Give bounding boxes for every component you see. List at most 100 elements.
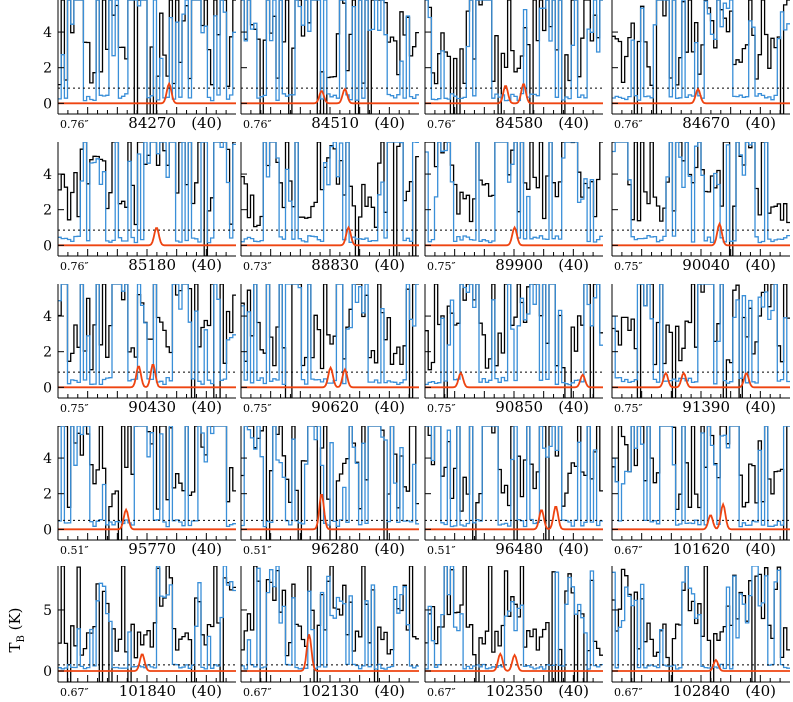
y-tick-label: 0: [43, 238, 52, 254]
frequency-label: 102130: [302, 682, 359, 700]
frequency-label: 90620: [311, 398, 359, 416]
model-all-species: [58, 284, 236, 386]
model-all-species: [425, 426, 603, 528]
frequency-label: 102350: [486, 682, 543, 700]
spectrum-panel: 0.75″ 90850 (40): [424, 284, 603, 416]
spectrum-panel: 0.76″ 84670 (40): [611, 0, 790, 132]
spectrum-panel: 0 2 4 0.51″ 95770 (40): [43, 426, 236, 558]
model-all-species: [241, 566, 419, 670]
model-species-spectrum: [612, 501, 790, 531]
frequency-label: 90040: [682, 256, 730, 274]
beam-size-label: 0.76″: [614, 118, 643, 131]
plot-area: [241, 284, 419, 398]
model-species-spectrum: [425, 371, 603, 389]
frequency-label: 102840: [673, 682, 730, 700]
model-all-species: [241, 142, 419, 243]
velocity-width-label: (40): [558, 398, 589, 416]
y-tick-label: 0: [43, 522, 52, 538]
beam-size-label: 0.75″: [243, 402, 272, 415]
spectrum-panel: 0.75″ 91390 (40): [611, 284, 790, 416]
beam-size-label: 0.67″: [614, 544, 643, 557]
beam-size-label: 0.75″: [427, 260, 456, 273]
spectrum-panel: 0.51″ 96280 (40): [240, 426, 419, 558]
y-tick-label: 2: [43, 487, 52, 503]
beam-size-label: 0.51″: [60, 544, 89, 557]
model-species-spectrum: [58, 81, 236, 105]
observed-spectrum: [58, 566, 236, 682]
plot-area: [612, 284, 790, 398]
model-species-spectrum: [58, 227, 236, 247]
spectrum-panel: 0.67″ 102130 (40): [240, 566, 419, 700]
velocity-width-label: (40): [745, 398, 776, 416]
velocity-width-label: (40): [558, 540, 589, 558]
model-all-species: [612, 142, 790, 244]
frequency-label: 84510: [311, 114, 359, 132]
spectrum-panel: 0 5 0.67″ 101840 (40): [43, 566, 236, 700]
velocity-width-label: (40): [374, 682, 405, 700]
model-species-spectrum: [241, 634, 419, 672]
velocity-width-label: (40): [191, 398, 222, 416]
plot-area: [241, 0, 419, 114]
y-axis-label: TB (K): [6, 607, 27, 652]
model-all-species: [58, 0, 236, 102]
y-tick-label: 4: [43, 25, 52, 41]
y-tick-label: 0: [43, 96, 52, 112]
spectrum-panel: 0.67″ 101620 (40): [611, 426, 790, 558]
spectrum-panel: 0 2 4 0.75″ 90430 (40): [43, 284, 236, 416]
velocity-width-label: (40): [745, 256, 776, 274]
model-all-species: [612, 566, 790, 670]
beam-size-label: 0.75″: [614, 260, 643, 273]
beam-size-label: 0.67″: [614, 686, 643, 699]
model-all-species: [425, 566, 603, 670]
spectrum-panel: 0.75″ 90620 (40): [240, 284, 419, 416]
observed-spectrum: [612, 0, 790, 114]
spectrum-panel: 0.51″ 96480 (40): [424, 426, 603, 558]
frequency-label: 84670: [682, 114, 730, 132]
velocity-width-label: (40): [745, 540, 776, 558]
model-all-species: [241, 426, 419, 528]
observed-spectrum: [241, 566, 419, 682]
model-species-spectrum: [58, 653, 236, 672]
y-tick-label: 5: [43, 603, 52, 619]
frequency-label: 90430: [128, 398, 176, 416]
spectrum-panel: 0.75″ 90040 (40): [611, 142, 790, 274]
frequency-label: 89900: [495, 256, 543, 274]
plot-area: [612, 0, 790, 114]
y-tick-label: 2: [43, 61, 52, 77]
observed-spectrum: [58, 0, 236, 114]
frequency-label: 95770: [128, 540, 176, 558]
spectrum-panel: 0.76″ 84580 (40): [424, 0, 603, 132]
frequency-label: 96480: [495, 540, 543, 558]
y-tick-label: 4: [43, 167, 52, 183]
beam-size-label: 0.51″: [243, 544, 272, 557]
model-species-spectrum: [58, 364, 236, 389]
model-species-spectrum: [241, 87, 419, 105]
frequency-label: 91390: [682, 398, 730, 416]
spectrum-panel: 0.67″ 102350 (40): [424, 566, 603, 700]
model-all-species: [612, 426, 790, 528]
model-all-species: [612, 284, 790, 385]
model-species-spectrum: [425, 652, 603, 672]
beam-size-label: 0.76″: [427, 118, 456, 131]
observed-spectrum: [425, 426, 603, 540]
spectrum-panel: 0.76″ 84510 (40): [240, 0, 419, 132]
beam-size-label: 0.67″: [243, 686, 272, 699]
beam-size-label: 0.76″: [243, 118, 272, 131]
plot-area: [58, 0, 236, 114]
model-all-species: [58, 426, 236, 528]
velocity-width-label: (40): [191, 256, 222, 274]
model-species-spectrum: [612, 658, 790, 672]
model-all-species: [612, 0, 790, 101]
y-tick-label: 4: [43, 451, 52, 467]
plot-area: [612, 142, 790, 256]
model-all-species: [425, 0, 603, 102]
y-tick-label: 2: [43, 203, 52, 219]
plot-area: [241, 566, 419, 682]
beam-size-label: 0.75″: [427, 402, 456, 415]
model-species-spectrum: [58, 507, 236, 531]
velocity-width-label: (40): [558, 114, 589, 132]
frequency-label: 96280: [311, 540, 359, 558]
frequency-label: 88830: [311, 256, 359, 274]
plot-area: [241, 426, 419, 540]
plot-area: [425, 0, 603, 114]
